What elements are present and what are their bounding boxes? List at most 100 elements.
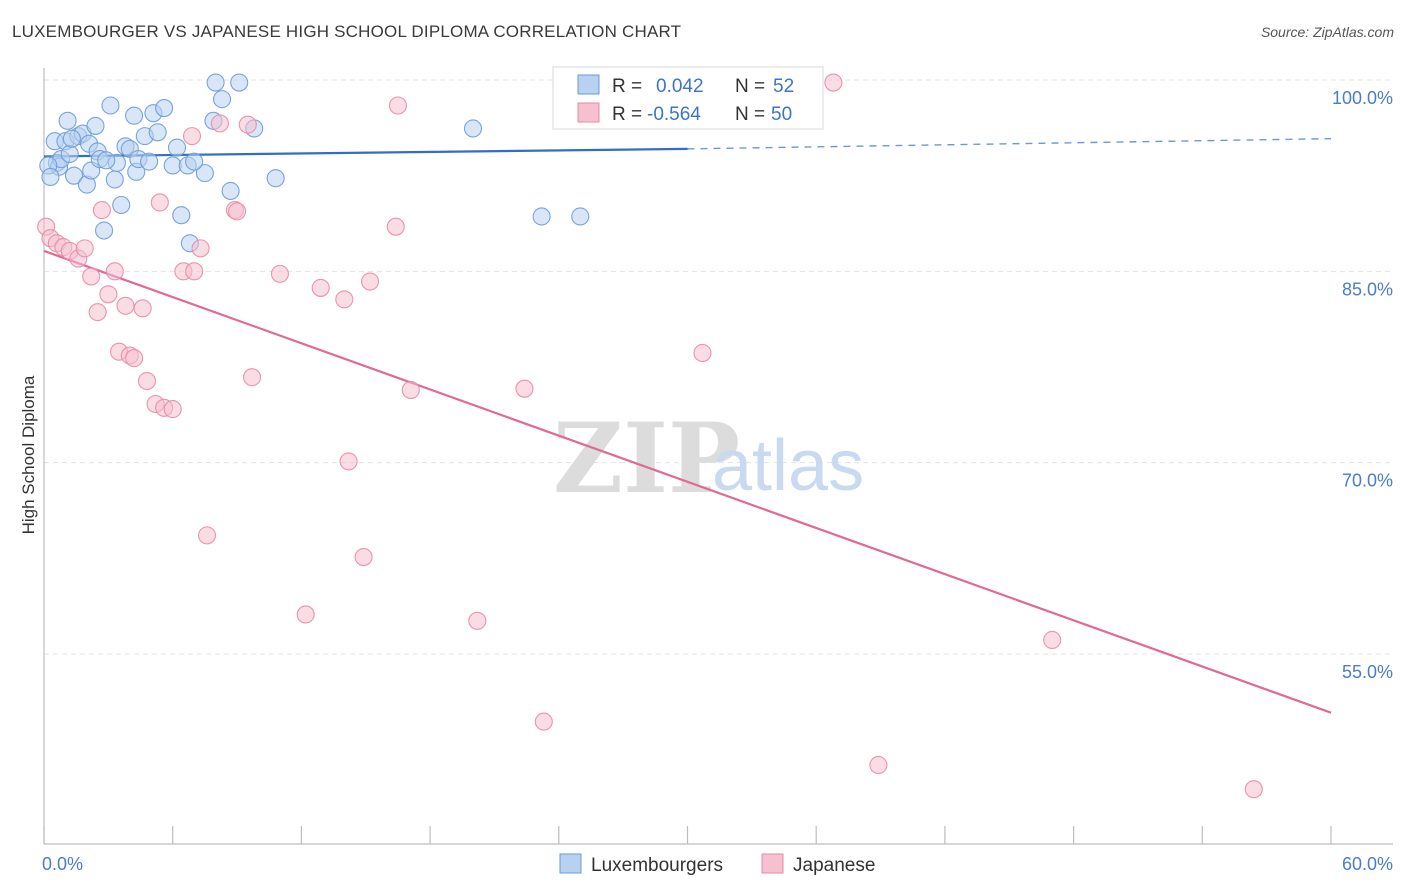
point-japanese: [197, 526, 217, 545]
point-japanese: [468, 611, 487, 630]
y-tick-label: 55.0%: [1342, 662, 1393, 682]
watermark-atlas: atlas: [712, 426, 864, 506]
x-tick-label: 60.0%: [1342, 854, 1393, 874]
point-luxembourgers: [105, 170, 124, 189]
point-japanese: [360, 272, 380, 291]
point-japanese: [137, 371, 157, 391]
legend-r-value-1: 0.042: [656, 76, 704, 97]
x-tick-label: 0.0%: [42, 854, 83, 874]
point-luxembourgers: [206, 73, 225, 92]
point-japanese: [869, 755, 888, 775]
legend-r-label-2: R =: [612, 104, 642, 125]
point-japanese: [534, 712, 553, 731]
point-luxembourgers: [212, 90, 232, 109]
point-japanese: [388, 96, 407, 115]
point-luxembourgers: [221, 181, 240, 201]
point-luxembourgers: [95, 221, 114, 240]
point-luxembourgers: [571, 207, 590, 226]
point-japanese: [270, 264, 290, 283]
point-japanese: [693, 343, 712, 363]
series-legend-luxembourgers: Luxembourgers: [591, 855, 723, 876]
point-luxembourgers: [532, 207, 551, 226]
point-japanese: [339, 452, 358, 471]
chart-source: Source: ZipAtlas.com: [1260, 24, 1394, 40]
y-tick-label: 85.0%: [1342, 279, 1393, 299]
point-luxembourgers: [148, 123, 167, 142]
point-luxembourgers: [172, 206, 191, 225]
point-luxembourgers: [58, 111, 77, 130]
point-japanese: [105, 262, 124, 281]
point-japanese: [125, 349, 144, 368]
point-luxembourgers: [41, 167, 60, 186]
legend-r-value-2: -0.564: [647, 104, 701, 125]
point-japanese: [116, 296, 135, 315]
point-luxembourgers: [60, 144, 79, 164]
point-japanese: [185, 262, 204, 281]
series-legend-swatch-japanese: [761, 853, 784, 874]
legend-swatch-luxembourgers: [577, 74, 600, 95]
chart-title: LUXEMBOURGER VS JAPANESE HIGH SCHOOL DIP…: [12, 22, 682, 41]
point-japanese: [824, 73, 843, 92]
legend-n-label-1: N =: [735, 76, 765, 97]
trend-line-extension-luxembourgers: [687, 137, 1332, 150]
point-japanese: [296, 605, 315, 624]
y-tick-label: 100.0%: [1332, 88, 1393, 108]
point-japanese: [99, 285, 118, 304]
point-luxembourgers: [266, 169, 285, 188]
point-luxembourgers: [125, 106, 144, 125]
data-points: [37, 73, 1263, 799]
point-luxembourgers: [112, 195, 131, 215]
legend-swatch-japanese: [577, 102, 600, 123]
point-japanese: [92, 201, 111, 220]
point-luxembourgers: [463, 119, 483, 138]
axes: [43, 68, 1393, 845]
legend-n-label-2: N =: [735, 104, 765, 125]
point-luxembourgers: [140, 152, 159, 171]
point-japanese: [311, 278, 330, 297]
y-tick-labels: 100.0% 85.0% 70.0% 55.0%: [1332, 88, 1393, 682]
point-japanese: [210, 114, 229, 133]
point-japanese: [1043, 630, 1062, 650]
y-tick-label: 70.0%: [1342, 471, 1393, 491]
trend-line-japanese: [43, 249, 1332, 714]
point-japanese: [182, 127, 202, 146]
point-japanese: [88, 303, 107, 322]
point-luxembourgers: [163, 156, 182, 175]
point-luxembourgers: [86, 116, 105, 135]
point-luxembourgers: [101, 96, 120, 115]
series-legend-swatch-luxembourgers: [559, 853, 582, 874]
point-japanese: [191, 239, 210, 258]
legend-r-label-1: R =: [612, 76, 642, 97]
point-luxembourgers: [64, 166, 84, 185]
y-axis-label: High School Diploma: [19, 375, 38, 534]
point-luxembourgers: [230, 73, 249, 92]
series-legend-japanese: Japanese: [793, 855, 875, 876]
point-luxembourgers: [185, 152, 204, 171]
point-luxembourgers: [62, 129, 81, 148]
point-japanese: [515, 379, 534, 398]
x-tick-labels: 0.0% 60.0%: [42, 854, 1393, 874]
point-luxembourgers: [155, 99, 174, 118]
watermark: ZIP atlas: [553, 402, 864, 515]
legend-n-value-2: 50: [771, 104, 792, 125]
grid-lines: [44, 79, 1393, 655]
point-japanese: [75, 239, 94, 258]
point-luxembourgers: [167, 138, 187, 157]
legend-n-value-1: 52: [773, 76, 794, 97]
series-legend: Luxembourgers Japanese: [559, 853, 875, 876]
correlation-legend: R = 0.042 N = 52 R = -0.564 N = 50: [552, 66, 824, 130]
watermark-zip: ZIP: [553, 402, 740, 515]
point-japanese: [1244, 780, 1263, 799]
point-japanese: [133, 299, 152, 318]
point-japanese: [228, 202, 247, 221]
point-japanese: [354, 548, 373, 567]
point-japanese: [335, 290, 354, 309]
point-japanese: [401, 380, 420, 400]
point-japanese: [386, 217, 405, 236]
point-japanese: [243, 368, 262, 387]
point-luxembourgers: [195, 164, 214, 183]
point-luxembourgers: [97, 151, 116, 170]
point-japanese: [238, 115, 257, 134]
point-japanese: [82, 267, 101, 286]
